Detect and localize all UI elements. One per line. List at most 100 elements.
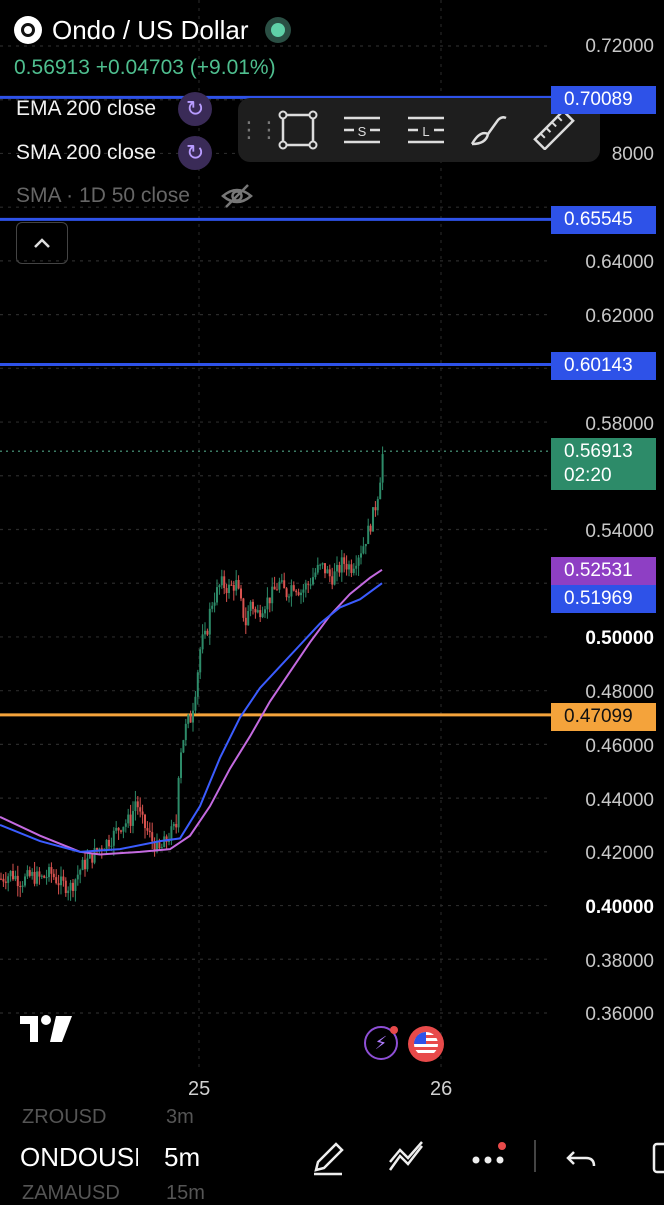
indicator-label: SMA 200 close — [16, 141, 157, 164]
candle-body — [223, 576, 226, 589]
next-symbol[interactable]: ZAMAUSD — [22, 1182, 120, 1204]
next-interval[interactable]: 15m — [166, 1182, 205, 1204]
indicator-ema200[interactable]: EMA 200 close ↻ — [16, 92, 213, 126]
candle-body — [364, 543, 367, 547]
candle-body — [350, 564, 353, 573]
candle-body — [79, 869, 82, 875]
market-open-icon — [264, 17, 291, 43]
price-change-line: 0.56913 +0.04703 (+9.01%) — [14, 56, 276, 80]
candle-body — [307, 583, 310, 585]
candle-body — [26, 870, 29, 877]
date-tick: 26 — [430, 1078, 453, 1100]
candle-body — [328, 569, 331, 577]
candle-body — [127, 814, 130, 824]
candle-body — [117, 827, 120, 831]
candle-body — [336, 564, 338, 572]
candle-body — [163, 836, 166, 848]
candle-body — [204, 630, 206, 635]
candle-body — [146, 828, 149, 831]
candle-body — [55, 877, 58, 884]
indicator-sma-1d50[interactable]: SMA · 1D 50 close — [16, 182, 254, 210]
candle-body — [33, 871, 36, 884]
toolbar-divider — [534, 1140, 536, 1172]
candle-body — [16, 875, 19, 887]
price-change-pct: (+9.01%) — [189, 56, 276, 79]
candles — [0, 446, 384, 902]
candle-body — [256, 610, 259, 613]
indicator-sma200[interactable]: SMA 200 close ↻ — [16, 136, 213, 170]
rectangle-tool-icon[interactable] — [266, 110, 330, 150]
candle-body — [300, 592, 302, 596]
candle-body — [252, 601, 254, 609]
candle-body — [72, 882, 74, 891]
candle-body — [21, 885, 24, 887]
hline-price-tag-orange[interactable]: 0.47099 — [551, 703, 656, 731]
undo-icon[interactable] — [562, 1138, 602, 1178]
hline-price-tag[interactable]: 0.70089 — [551, 86, 656, 114]
pair-title: Ondo / US Dollar — [52, 14, 249, 45]
candle-body — [379, 482, 382, 500]
chart-grid — [0, 0, 548, 1070]
prev-symbol[interactable]: ZROUSD — [22, 1106, 107, 1128]
lightning-icon[interactable]: ⚡ — [364, 1026, 398, 1060]
pen-icon[interactable] — [308, 1138, 348, 1178]
candle-body — [50, 867, 53, 874]
more-icon[interactable] — [468, 1138, 508, 1178]
us-flag-icon[interactable] — [408, 1026, 444, 1062]
candle-body — [348, 564, 350, 570]
candle-body — [297, 592, 300, 596]
candle-body — [211, 605, 214, 609]
candle-body — [192, 710, 194, 723]
candle-body — [110, 845, 113, 847]
candle-body — [86, 858, 89, 870]
interval-selector[interactable]: 5m — [164, 1142, 201, 1172]
text-lines-icon[interactable]: S — [330, 110, 394, 150]
candle-body — [69, 882, 72, 891]
drag-handle-icon[interactable]: ⋮⋮ — [238, 117, 280, 142]
candle-body — [168, 840, 170, 842]
tabs-icon[interactable] — [636, 1138, 664, 1178]
candle-body — [242, 598, 245, 618]
candle-body — [206, 630, 209, 635]
candle-body — [129, 814, 132, 826]
ema200-line — [0, 582, 383, 853]
candle-body — [88, 853, 91, 859]
horizontal-lines — [0, 95, 552, 717]
prev-interval[interactable]: 3m — [166, 1106, 194, 1128]
axis-tick: 0.48000 — [585, 682, 654, 703]
symbol-header[interactable]: Ondo / US Dollar — [14, 10, 291, 50]
candle-body — [151, 832, 154, 842]
refresh-icon[interactable]: ↻ — [178, 136, 213, 170]
brush-icon[interactable] — [458, 110, 522, 150]
symbol-selector[interactable]: ONDOUSD — [20, 1142, 138, 1172]
date-tick: 25 — [188, 1078, 211, 1100]
axis-tick: 8000 — [611, 144, 654, 165]
candle-body — [76, 874, 79, 880]
candle-body — [264, 609, 266, 614]
label-lines-icon[interactable]: L — [394, 110, 458, 150]
chart-style-icon[interactable] — [386, 1138, 426, 1178]
last-price: 0.56913 — [14, 56, 90, 79]
candle-body — [290, 585, 293, 597]
axis-tick: 0.44000 — [585, 790, 654, 811]
eye-off-icon[interactable] — [220, 182, 254, 210]
last-price-value: 0.56913 — [564, 441, 633, 462]
candle-body — [187, 714, 190, 724]
candle-body — [60, 876, 62, 886]
candle-body — [235, 579, 238, 591]
collapse-legend-button[interactable] — [16, 222, 68, 264]
ruler-icon[interactable] — [522, 110, 586, 150]
candle-body — [134, 801, 137, 812]
refresh-icon[interactable]: ↻ — [178, 92, 213, 126]
candle-body — [141, 811, 144, 815]
candle-body — [369, 525, 372, 532]
hline-price-tag[interactable]: 0.60143 — [551, 352, 656, 380]
candle-body — [331, 576, 334, 585]
candle-body — [244, 617, 247, 626]
candle-body — [93, 848, 96, 863]
candle-body — [115, 827, 118, 831]
candle-body — [249, 601, 252, 612]
candle-body — [230, 584, 233, 586]
hline-price-tag[interactable]: 0.65545 — [551, 206, 656, 234]
